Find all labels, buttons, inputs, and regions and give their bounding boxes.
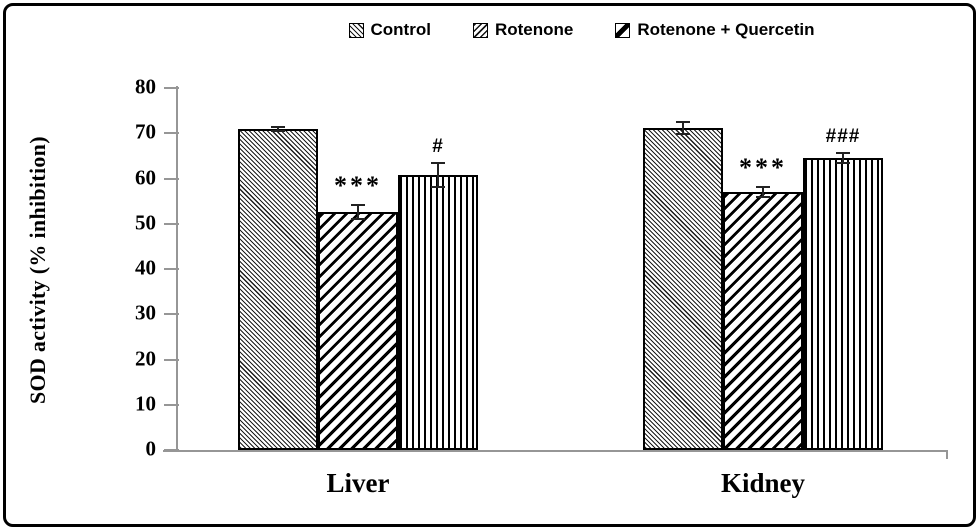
error-bar-line [277,126,279,131]
y-axis-tick-label: 30 [135,300,156,325]
error-bar-cap-bottom [836,162,850,165]
y-axis-tick-label: 80 [135,74,156,99]
y-axis-tick-mark [164,313,179,316]
error-bar-cap-bottom [271,129,285,132]
error-bar-cap-bottom [431,185,445,188]
y-axis-tick-mark [164,222,179,225]
category-label-liver: Liver [326,468,390,498]
y-axis-tick-label: 0 [145,436,157,461]
bar-rotenone-kidney [723,192,803,450]
error-bar-line [762,187,764,198]
significance-label: # [432,136,444,158]
legend-label-rotenone-quercetin: Rotenone + Quercetin [637,20,815,39]
bar-rotenone-quercetin-kidney [803,158,883,450]
y-axis-tick-label: 60 [135,165,156,189]
error-bar-line [842,153,844,164]
y-axis-tick-label: 40 [135,255,156,280]
x-axis-line [163,450,948,452]
x-axis-end-tick [946,450,948,459]
y-axis-tick-mark [164,87,179,89]
y-axis-tick-label: 10 [135,391,156,416]
error-bar-cap-top [431,162,445,165]
legend-item-rotenone-quercetin: Rotenone + Quercetin [615,20,814,40]
bar-control-liver [238,128,318,450]
legend-label-control: Control [370,20,431,39]
error-bar-line [437,163,439,187]
error-bar-cap-bottom [351,217,365,220]
significance-label: ### [825,126,861,148]
significance-label: *** [334,171,382,201]
error-bar-cap-bottom [756,196,770,199]
error-bar-cap-bottom [676,132,690,135]
bar-rotenone-quercetin-liver [398,174,478,450]
legend-item-rotenone: Rotenone [472,20,574,40]
y-axis-tick-mark [164,449,179,451]
rotenone-quercetin-swatch-icon [615,22,631,38]
category-label-kidney: Kidney [720,468,806,498]
y-axis-tick-mark [164,132,179,135]
y-axis-tick-label: 20 [135,346,156,370]
bar-control-kidney [643,127,723,450]
error-bar-line [682,121,684,134]
error-bar-cap-top [756,186,770,189]
error-bar-cap-top [271,125,285,128]
rotenone-swatch-icon [472,22,488,38]
error-bar-cap-top [351,204,365,207]
y-axis-tick-mark [164,268,179,270]
y-axis-tick-mark [164,358,179,361]
error-bar-line [357,205,359,219]
y-axis-tick-label: 70 [135,119,156,144]
legend-label-rotenone: Rotenone [494,20,574,39]
y-axis-tick-mark [164,177,179,180]
error-bar-cap-top [836,152,850,155]
legend-item-control: Control [348,20,431,40]
significance-label: *** [739,153,787,183]
y-axis-tick-mark [164,403,179,406]
control-swatch-icon [348,22,364,38]
legend: Control Rotenone Rotenone + Quercetin [196,19,967,41]
bar-rotenone-liver [318,211,398,450]
y-axis-tick-label: 50 [135,210,156,235]
error-bar-cap-top [676,120,690,123]
